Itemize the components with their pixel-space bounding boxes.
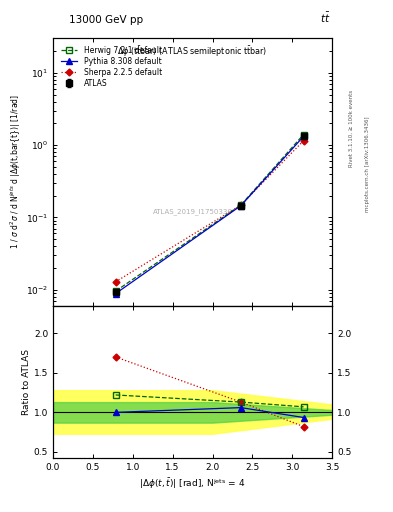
Text: $t\bar{t}$: $t\bar{t}$ [320,10,330,25]
Y-axis label: Ratio to ATLAS: Ratio to ATLAS [22,349,31,415]
Herwig 7.2.1 default [113,288,118,294]
Line: Pythia 8.308 default: Pythia 8.308 default [113,134,306,296]
Sherpa 2.2.5 default [113,279,118,285]
Herwig 7.2.1 default [239,202,243,208]
Sherpa 2.2.5 default [301,138,306,144]
Pythia 8.308 default [301,133,306,139]
Pythia 8.308 default [239,203,243,209]
Text: Rivet 3.1.10, ≥ 100k events: Rivet 3.1.10, ≥ 100k events [349,90,354,166]
Text: 13000 GeV pp: 13000 GeV pp [69,14,143,25]
Text: mcplots.cern.ch [arXiv:1306.3436]: mcplots.cern.ch [arXiv:1306.3436] [365,116,370,211]
Line: Herwig 7.2.1 default: Herwig 7.2.1 default [113,132,306,294]
Sherpa 2.2.5 default [239,202,243,208]
Line: Sherpa 2.2.5 default: Sherpa 2.2.5 default [113,138,306,284]
Text: ATLAS_2019_I1750330: ATLAS_2019_I1750330 [152,209,233,216]
Pythia 8.308 default [113,290,118,296]
Y-axis label: 1 / $\sigma$ d$^2\sigma$ / d N$^{jets}$ d |$\Delta\phi$(t,bar{t})| [1/rad]: 1 / $\sigma$ d$^2\sigma$ / d N$^{jets}$ … [9,95,23,249]
Herwig 7.2.1 default [301,132,306,138]
Legend: Herwig 7.2.1 default, Pythia 8.308 default, Sherpa 2.2.5 default, ATLAS: Herwig 7.2.1 default, Pythia 8.308 defau… [57,42,166,92]
X-axis label: $|\Delta\phi(t,\bar{t})|$ [rad], N$^{\mathrm{jets}}$ = 4: $|\Delta\phi(t,\bar{t})|$ [rad], N$^{\ma… [140,476,246,491]
Text: $\Delta\phi$ (t$\bar{\mathrm{t}}$bar) (ATLAS semileptonic t$\bar{\mathrm{t}}$bar: $\Delta\phi$ (t$\bar{\mathrm{t}}$bar) (A… [118,44,268,58]
